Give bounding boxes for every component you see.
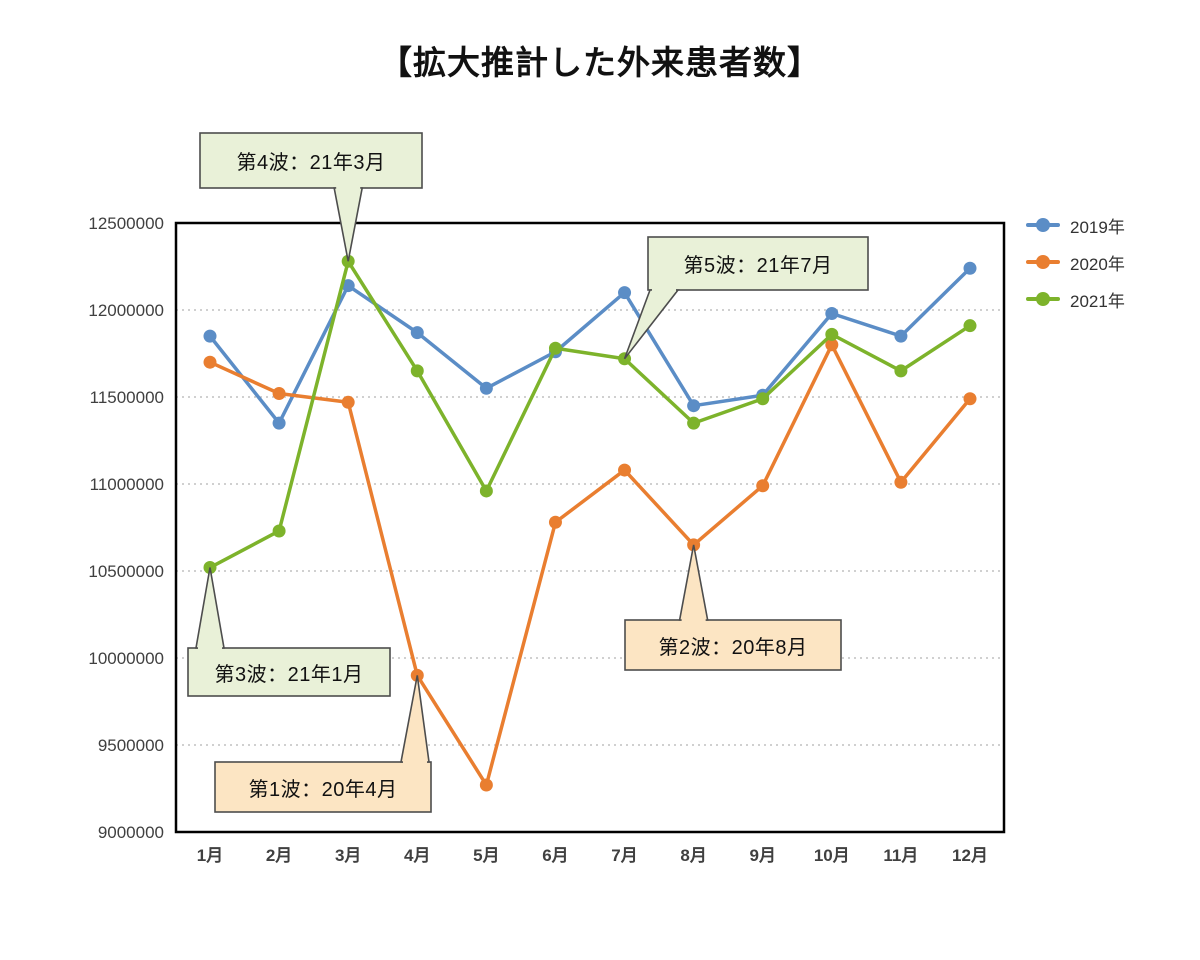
x-tick-label: 5月 xyxy=(473,846,499,865)
data-point-2019年-11月 xyxy=(894,329,908,343)
callout-wave5-label: 第5波：21年7月 xyxy=(683,255,833,277)
series-line-2020年 xyxy=(208,343,972,787)
y-tick-label: 12000000 xyxy=(88,301,164,320)
callout-wave3-label: 第3波：21年1月 xyxy=(214,663,364,686)
legend-label-2020: 2020年 xyxy=(1070,254,1125,274)
data-point-2019年-5月 xyxy=(479,381,493,395)
chart-title: 【拡大推計した外来患者数】 xyxy=(379,44,821,81)
callout-box xyxy=(624,619,842,671)
legend-item-2019: 2019年 xyxy=(1026,214,1125,237)
x-tick-label: 12月 xyxy=(952,846,988,865)
legend-item-2021: 2021年 xyxy=(1026,288,1125,311)
callout-box xyxy=(214,761,432,813)
data-point-2021年-10月 xyxy=(825,327,839,341)
callout-wave4-label: 第4波：21年3月 xyxy=(236,152,386,174)
data-point-2021年-4月 xyxy=(410,364,424,378)
legend-item-2020: 2020年 xyxy=(1026,251,1125,274)
x-tick-label: 3月 xyxy=(335,846,361,865)
data-point-2020年-10月 xyxy=(825,338,839,352)
callout-box xyxy=(199,132,423,189)
data-point-2021年-8月 xyxy=(687,416,701,430)
legend-marker-2020-icon xyxy=(1026,260,1060,264)
plot-background xyxy=(176,223,1004,832)
y-tick-label: 11000000 xyxy=(90,475,164,494)
x-tick-label: 11月 xyxy=(883,846,918,865)
data-point-2019年-4月 xyxy=(410,326,424,340)
data-point-2020年-12月 xyxy=(963,392,977,406)
y-tick-label: 9500000 xyxy=(98,736,164,755)
x-tick-label: 2月 xyxy=(266,846,292,865)
data-point-2021年-11月 xyxy=(894,364,908,378)
data-point-2019年-7月 xyxy=(618,286,632,300)
callout-box xyxy=(187,647,391,697)
y-tick-label: 10000000 xyxy=(88,649,164,668)
data-point-2019年-10月 xyxy=(825,306,839,320)
legend: 2019年 2020年 2021年 xyxy=(1026,214,1125,311)
legend-label-2021: 2021年 xyxy=(1070,291,1125,311)
y-tick-label: 12500000 xyxy=(88,214,164,233)
callout-box xyxy=(647,236,869,291)
y-tick-label: 11500000 xyxy=(90,388,164,407)
data-point-2019年-12月 xyxy=(963,261,977,275)
callout-wave1-label: 第1波：20年4月 xyxy=(248,778,398,801)
data-point-2020年-2月 xyxy=(272,387,286,401)
series-line-2021年 xyxy=(208,259,972,570)
x-tick-label: 6月 xyxy=(542,846,568,865)
data-point-2020年-7月 xyxy=(618,463,632,477)
data-point-2019年-1月 xyxy=(203,329,217,343)
plot-frame xyxy=(174,221,1006,834)
x-tick-label: 7月 xyxy=(611,846,637,865)
y-tick-label: 9000000 xyxy=(98,823,164,842)
data-point-2020年-11月 xyxy=(894,475,908,489)
data-point-2021年-2月 xyxy=(272,524,286,538)
data-point-2020年-9月 xyxy=(756,479,770,493)
legend-marker-2019-icon xyxy=(1026,223,1060,227)
x-tick-label: 10月 xyxy=(814,846,850,865)
data-point-2021年-12月 xyxy=(963,319,977,333)
data-point-2019年-8月 xyxy=(687,399,701,413)
data-point-2021年-6月 xyxy=(548,341,562,355)
legend-marker-2021-icon xyxy=(1026,297,1060,301)
data-point-2020年-3月 xyxy=(341,395,355,409)
y-tick-label: 10500000 xyxy=(88,562,164,581)
legend-label-2019: 2019年 xyxy=(1070,217,1125,237)
data-point-2019年-3月 xyxy=(341,279,355,293)
x-tick-label: 8月 xyxy=(680,846,706,865)
data-point-2021年-5月 xyxy=(479,484,493,498)
data-point-2019年-2月 xyxy=(272,416,286,430)
data-point-2020年-6月 xyxy=(548,515,562,529)
x-tick-label: 9月 xyxy=(749,846,775,865)
callout-wave2-label: 第2波：20年8月 xyxy=(658,636,808,659)
data-point-2021年-9月 xyxy=(756,392,770,406)
data-point-2020年-1月 xyxy=(203,355,217,369)
x-tick-label: 4月 xyxy=(404,846,430,865)
x-tick-label: 1月 xyxy=(197,846,223,865)
data-point-2020年-5月 xyxy=(479,778,493,792)
